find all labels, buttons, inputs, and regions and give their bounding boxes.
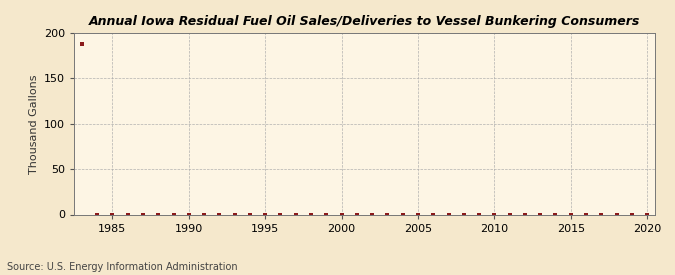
Title: Annual Iowa Residual Fuel Oil Sales/Deliveries to Vessel Bunkering Consumers: Annual Iowa Residual Fuel Oil Sales/Deli… [89,15,640,28]
Text: Source: U.S. Energy Information Administration: Source: U.S. Energy Information Administ… [7,262,238,272]
Y-axis label: Thousand Gallons: Thousand Gallons [28,74,38,174]
